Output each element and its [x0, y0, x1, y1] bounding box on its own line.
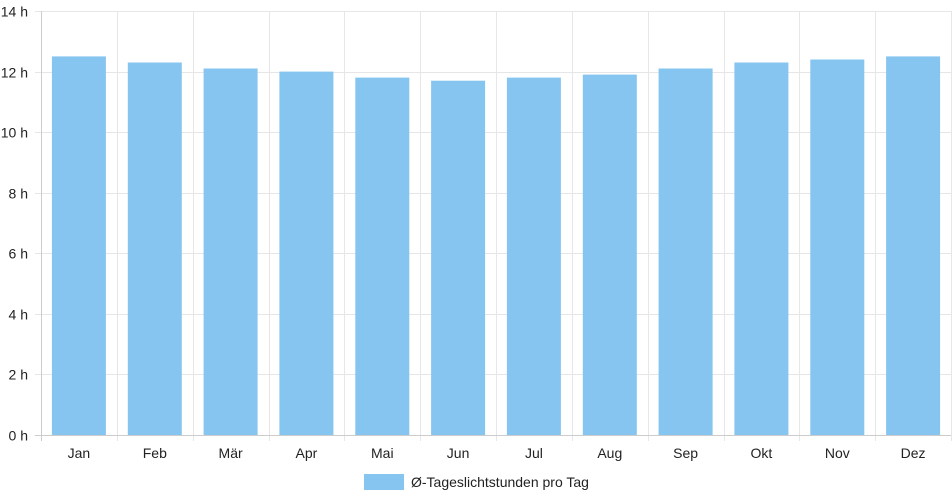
grid-lines: [35, 11, 952, 441]
bar-jun[interactable]: [431, 80, 486, 435]
y-tick-label: 6 h: [9, 246, 28, 262]
x-tick-label: Nov: [825, 445, 850, 461]
legend-label[interactable]: Ø-Tageslichtstunden pro Tag: [411, 474, 589, 490]
x-tick-label: Sep: [673, 445, 698, 461]
bar-sep[interactable]: [658, 68, 713, 436]
bar-nov[interactable]: [810, 59, 865, 436]
bar-apr[interactable]: [279, 71, 334, 435]
bar-mai[interactable]: [355, 77, 410, 435]
bars: [51, 56, 941, 436]
x-tick-label: Dez: [901, 445, 926, 461]
bar-dez[interactable]: [886, 56, 941, 436]
y-tick-label: 8 h: [9, 186, 28, 202]
x-tick-label: Okt: [751, 445, 773, 461]
x-tick-label: Feb: [143, 445, 167, 461]
y-tick-label: 2 h: [9, 367, 28, 383]
y-tick-label: 12 h: [1, 65, 28, 81]
y-tick-label: 14 h: [1, 4, 28, 20]
x-tick-label: Jul: [525, 445, 543, 461]
y-axis-ticks: 0 h 2 h 4 h 6 h 8 h 10 h 12 h 14 h: [1, 4, 28, 444]
bar-okt[interactable]: [734, 62, 789, 436]
x-tick-label: Mai: [371, 445, 394, 461]
bar-jul[interactable]: [506, 77, 561, 435]
y-tick-label: 0 h: [9, 428, 28, 444]
bar-jan[interactable]: [51, 56, 106, 436]
bar-mär[interactable]: [203, 68, 258, 436]
legend-swatch[interactable]: [364, 474, 404, 490]
x-axis-ticks: Jan Feb Mär Apr Mai Jun Jul Aug Sep Okt Nov Dez: [68, 445, 926, 461]
x-tick-label: Aug: [597, 445, 622, 461]
bar-feb[interactable]: [127, 62, 182, 436]
x-tick-label: Apr: [296, 445, 318, 461]
axes: [35, 11, 951, 441]
y-tick-label: 10 h: [1, 125, 28, 141]
y-tick-label: 4 h: [9, 307, 28, 323]
bar-aug[interactable]: [582, 74, 637, 435]
x-tick-label: Mär: [219, 445, 243, 461]
x-tick-label: Jun: [447, 445, 470, 461]
x-tick-label: Jan: [68, 445, 91, 461]
legend[interactable]: Ø-Tageslichtstunden pro Tag: [364, 474, 589, 490]
